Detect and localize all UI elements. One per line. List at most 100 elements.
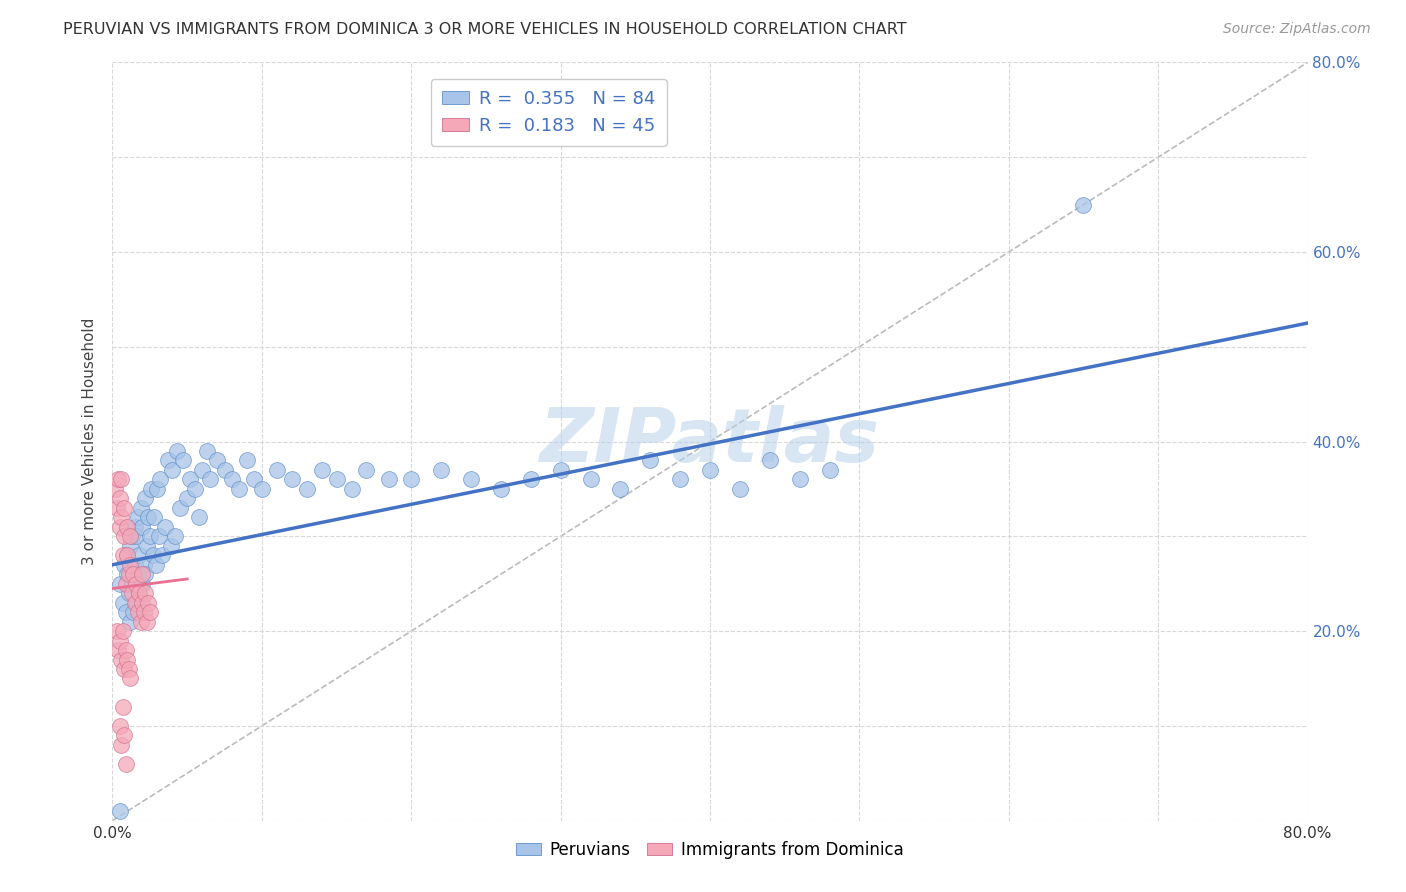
Point xyxy=(114,728,135,742)
Point xyxy=(146,482,169,496)
Point xyxy=(176,491,198,506)
Point xyxy=(118,567,141,582)
Point xyxy=(124,520,146,534)
Text: PERUVIAN VS IMMIGRANTS FROM DOMINICA 3 OR MORE VEHICLES IN HOUSEHOLD CORRELATION: PERUVIAN VS IMMIGRANTS FROM DOMINICA 3 O… xyxy=(63,22,907,37)
Point xyxy=(120,539,142,553)
Point xyxy=(129,500,152,515)
Point xyxy=(243,473,266,487)
Point xyxy=(132,605,155,619)
Point xyxy=(139,605,162,619)
Point xyxy=(1073,197,1095,211)
Point xyxy=(311,463,333,477)
Point xyxy=(640,453,662,467)
Point xyxy=(117,548,139,563)
Point xyxy=(195,444,218,458)
Point xyxy=(818,463,841,477)
Point xyxy=(699,463,721,477)
Point xyxy=(125,596,148,610)
Point xyxy=(172,453,194,467)
Point xyxy=(121,576,143,591)
Point xyxy=(236,453,259,467)
Point xyxy=(108,719,131,733)
Point xyxy=(159,539,181,553)
Point xyxy=(156,453,179,467)
Point xyxy=(609,482,631,496)
Point xyxy=(107,473,129,487)
Point xyxy=(125,576,148,591)
Point xyxy=(108,520,131,534)
Point xyxy=(118,662,141,676)
Point xyxy=(108,804,131,818)
Point xyxy=(108,491,131,506)
Point xyxy=(135,539,157,553)
Point xyxy=(325,473,347,487)
Point xyxy=(198,473,221,487)
Point xyxy=(111,624,134,639)
Point xyxy=(138,596,160,610)
Point xyxy=(401,473,423,487)
Point xyxy=(114,529,135,543)
Point xyxy=(105,624,128,639)
Point xyxy=(122,567,145,582)
Legend: Peruvians, Immigrants from Dominica: Peruvians, Immigrants from Dominica xyxy=(510,834,910,865)
Point xyxy=(117,520,139,534)
Point xyxy=(378,473,401,487)
Y-axis label: 3 or more Vehicles in Household: 3 or more Vehicles in Household xyxy=(82,318,97,566)
Point xyxy=(117,567,139,582)
Point xyxy=(131,596,153,610)
Point xyxy=(340,482,363,496)
Point xyxy=(120,615,142,629)
Point xyxy=(129,615,152,629)
Point xyxy=(120,672,142,686)
Point xyxy=(148,529,170,543)
Point xyxy=(430,463,453,477)
Point xyxy=(115,576,138,591)
Point xyxy=(124,558,146,572)
Point xyxy=(114,558,135,572)
Point xyxy=(127,510,149,524)
Point xyxy=(118,586,141,600)
Point xyxy=(127,567,149,582)
Point xyxy=(728,482,751,496)
Point xyxy=(131,576,153,591)
Point xyxy=(281,473,304,487)
Point xyxy=(110,738,132,752)
Point xyxy=(134,586,156,600)
Point xyxy=(120,529,142,543)
Point xyxy=(150,548,173,563)
Point xyxy=(250,482,273,496)
Point xyxy=(111,699,134,714)
Point xyxy=(128,548,150,563)
Point xyxy=(143,510,166,524)
Point xyxy=(114,662,135,676)
Point xyxy=(550,463,572,477)
Point xyxy=(117,652,139,666)
Point xyxy=(107,643,129,657)
Point xyxy=(669,473,692,487)
Point xyxy=(115,643,138,657)
Point xyxy=(165,529,187,543)
Point xyxy=(520,473,543,487)
Point xyxy=(111,596,134,610)
Point xyxy=(169,500,191,515)
Point xyxy=(131,520,153,534)
Point xyxy=(135,615,157,629)
Point xyxy=(149,473,172,487)
Point xyxy=(128,586,150,600)
Point xyxy=(579,473,602,487)
Point xyxy=(110,510,132,524)
Point xyxy=(132,558,155,572)
Point xyxy=(114,500,135,515)
Point xyxy=(142,548,165,563)
Point xyxy=(124,596,146,610)
Point xyxy=(110,652,132,666)
Point xyxy=(134,567,156,582)
Point xyxy=(191,463,214,477)
Point xyxy=(183,482,205,496)
Point xyxy=(214,463,236,477)
Point xyxy=(134,491,156,506)
Point xyxy=(145,558,167,572)
Point xyxy=(131,567,153,582)
Point xyxy=(139,529,162,543)
Point xyxy=(205,453,228,467)
